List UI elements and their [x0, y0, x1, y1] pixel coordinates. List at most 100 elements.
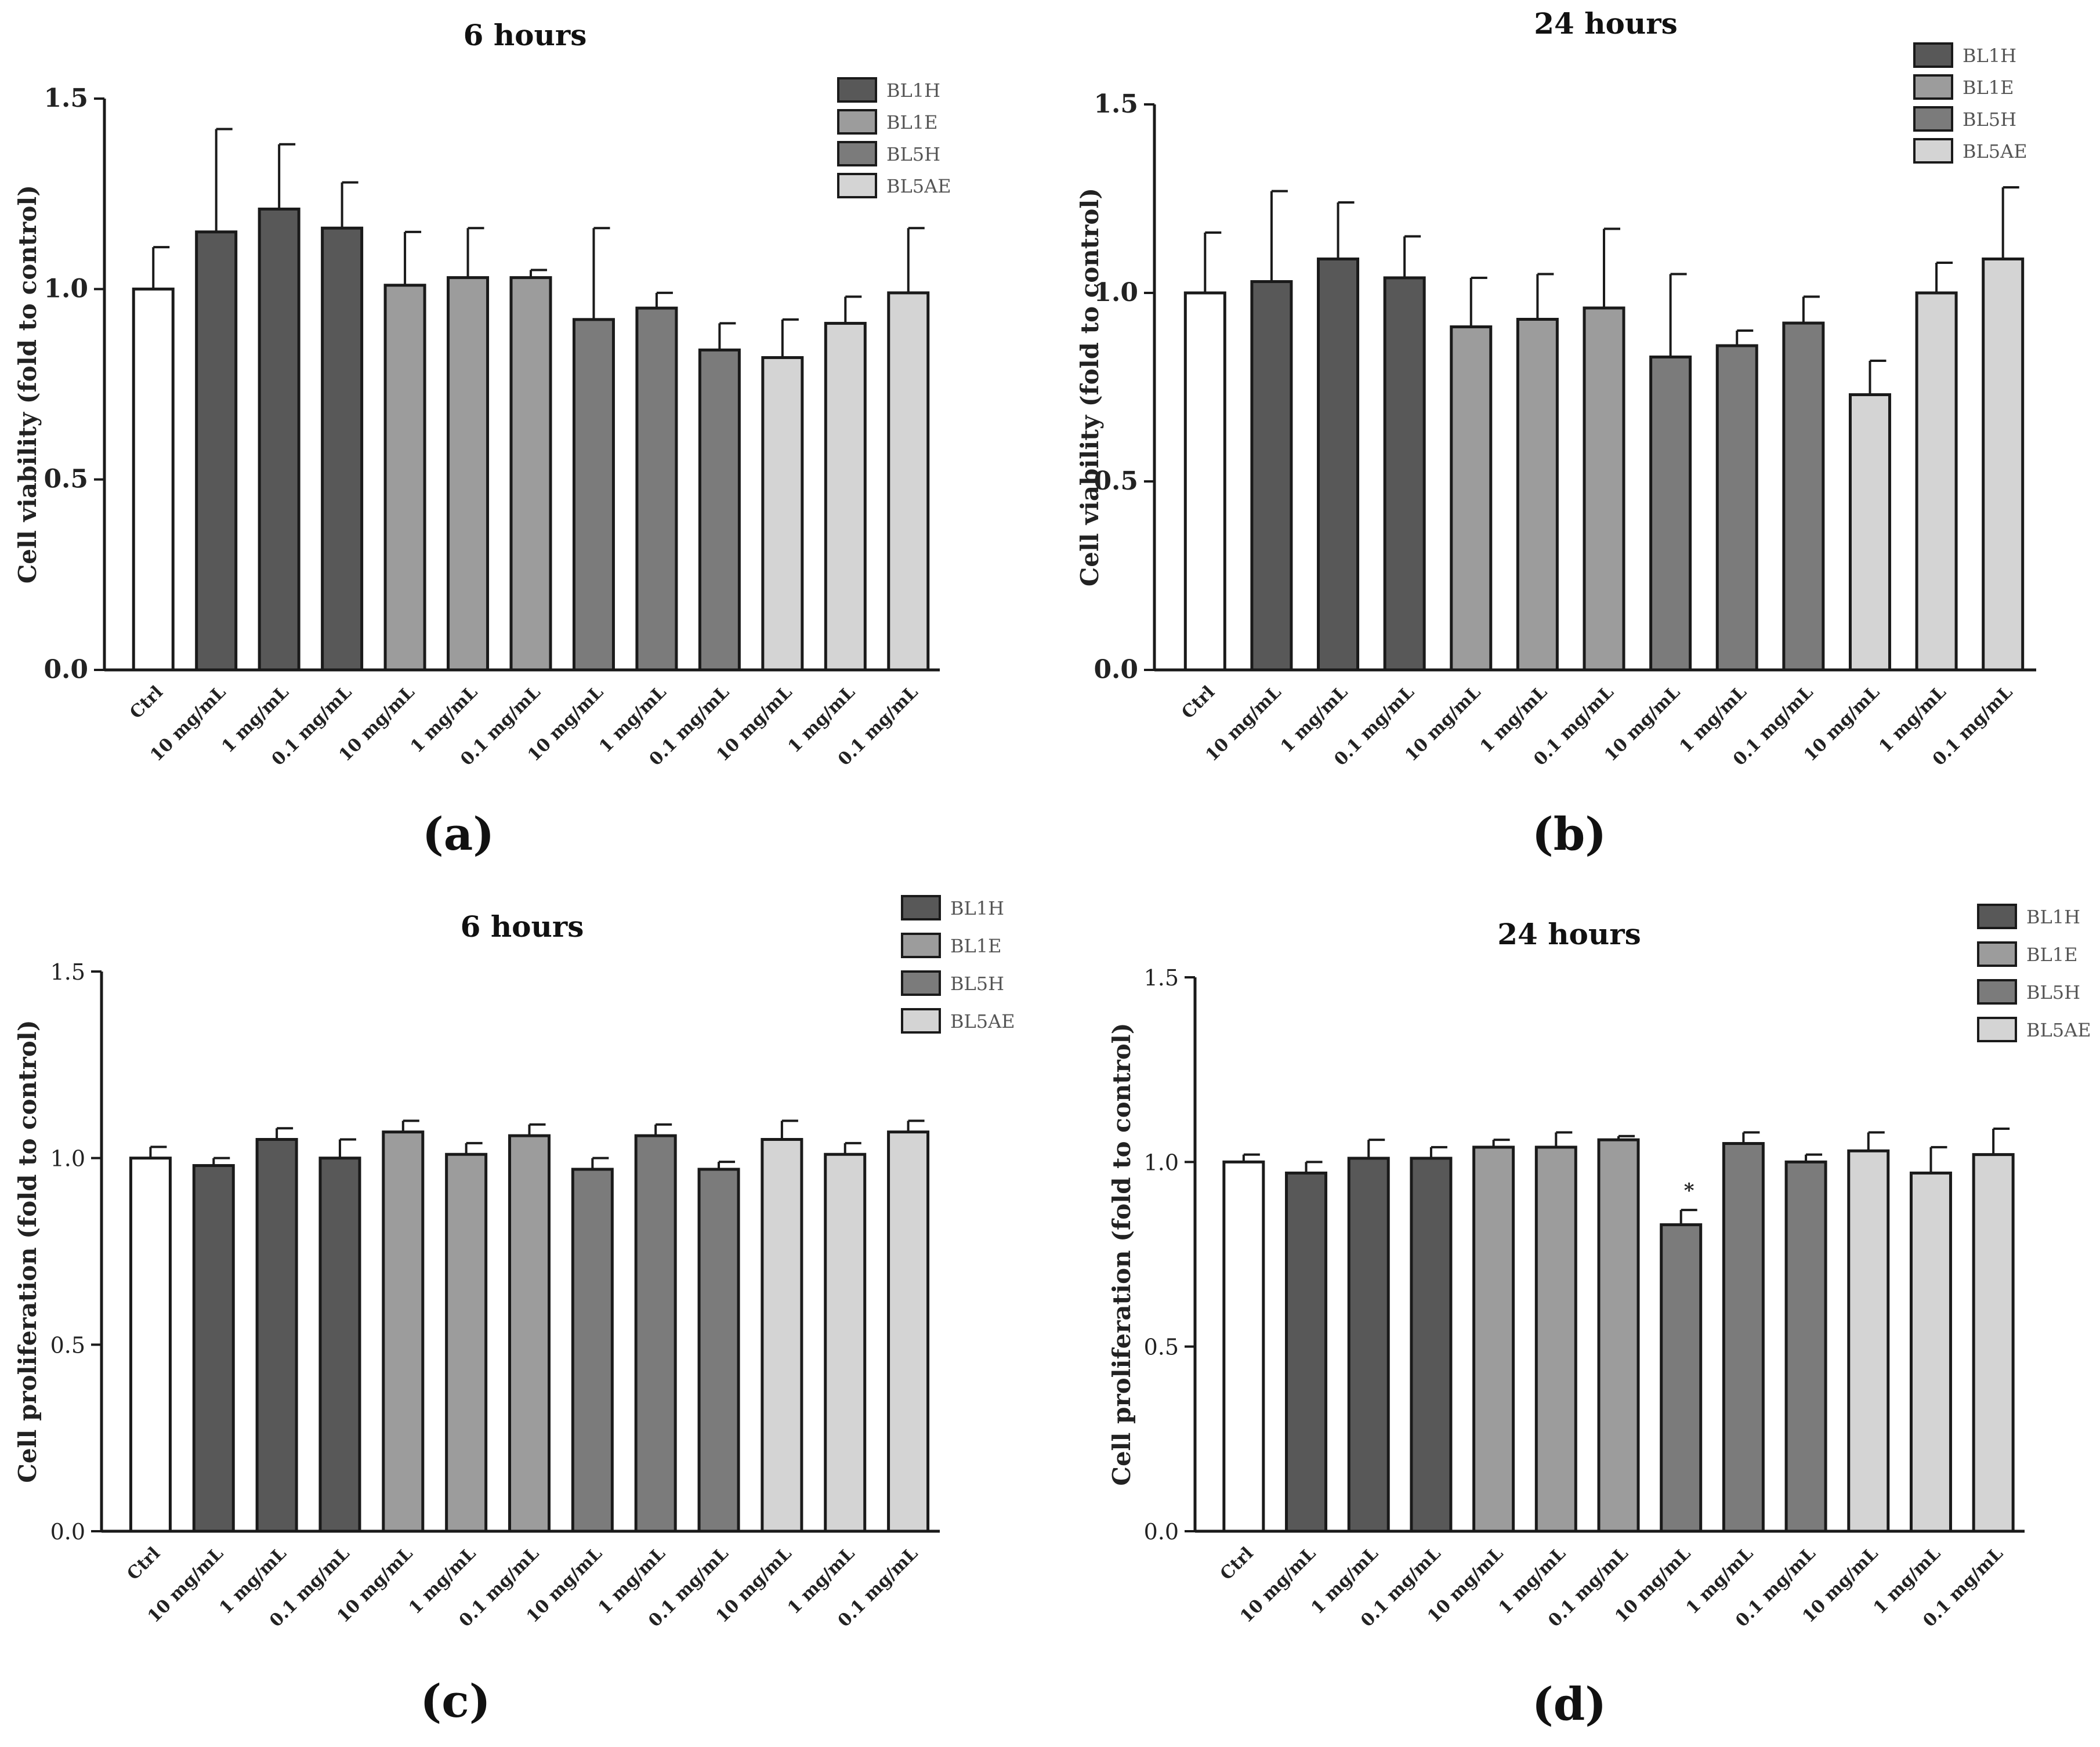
y-tick-label: 0.0 — [44, 655, 88, 684]
x-tick-label: Ctrl — [1216, 1543, 1258, 1585]
bar-9 — [1784, 1160, 1827, 1533]
legend-label: BL1H — [2026, 906, 2080, 928]
legend-label: BL5H — [1963, 108, 2016, 131]
bar-5 — [447, 276, 490, 672]
bar-11 — [1909, 1171, 1952, 1533]
bar-8 — [1715, 344, 1758, 672]
bar-5 — [1516, 318, 1559, 672]
y-tick-label: 1.0 — [1144, 1150, 1179, 1175]
legend-swatch-bl1e — [837, 109, 877, 135]
legend-label: BL1E — [1963, 77, 2014, 99]
bar-0 — [1222, 1160, 1265, 1533]
bar-10 — [761, 356, 804, 672]
bar-4 — [1450, 325, 1493, 672]
bar-10 — [761, 1138, 803, 1533]
bar-11 — [1915, 291, 1958, 672]
y-tick-label: 0.0 — [50, 1519, 85, 1545]
bar-4 — [1472, 1146, 1515, 1533]
bar-10 — [1848, 393, 1891, 672]
bar-9 — [1782, 321, 1825, 672]
bar-8 — [1722, 1142, 1765, 1533]
y-tick-label: 1.5 — [44, 84, 88, 113]
bar-9 — [697, 1168, 740, 1533]
bar-3 — [318, 1157, 361, 1533]
y-tick-label: 0.5 — [44, 465, 88, 494]
bar-6 — [508, 1134, 551, 1533]
bar-3 — [321, 226, 364, 672]
bar-0 — [132, 287, 175, 672]
bar-7 — [1649, 356, 1692, 672]
bar-4 — [383, 284, 426, 672]
legend-label: BL1H — [1963, 45, 2016, 67]
legend-label: BL1E — [2026, 944, 2077, 966]
panel-label: (c) — [420, 1675, 490, 1728]
bar-12 — [887, 1130, 930, 1533]
bar-10 — [1847, 1149, 1890, 1533]
y-tick-label: 1.0 — [44, 274, 88, 303]
y-axis-label: Cell proliferation (fold to control) — [13, 1020, 42, 1483]
y-tick-label: 0.5 — [50, 1332, 85, 1358]
y-tick-label: 1.5 — [1094, 89, 1138, 119]
chart-title: 6 hours — [461, 909, 584, 944]
chart-panel-a: 6 hours 0.0 0.5 1.0 1.5 Cell viability (fold … — [13, 18, 951, 861]
bar-2 — [1347, 1157, 1390, 1533]
legend-label: BL5AE — [950, 1010, 1015, 1032]
legend-swatch-bl5ae — [1977, 1017, 2017, 1042]
legend-swatch-bl1e — [1913, 74, 1953, 100]
legend: BL1H BL1E BL5H BL5AE — [1913, 42, 2027, 164]
chart-title: 6 hours — [464, 18, 587, 52]
legend: BL1H BL1E BL5H BL5AE — [1977, 904, 2091, 1042]
legend-label: BL1H — [950, 897, 1004, 919]
legend-swatch-bl1e — [901, 933, 941, 958]
bar-1 — [1250, 280, 1293, 672]
bar-11 — [824, 1152, 867, 1533]
bar-7 — [571, 1168, 614, 1533]
legend-label: BL1E — [950, 935, 1001, 957]
legend-label: BL5AE — [2026, 1019, 2091, 1041]
legend-swatch-bl1h — [837, 77, 877, 103]
legend-label: BL1E — [886, 111, 937, 133]
legend-swatch-bl1h — [1913, 42, 1953, 68]
bar-6 — [509, 276, 552, 672]
legend-label: BL5H — [950, 973, 1004, 995]
bar-2 — [1317, 258, 1360, 672]
y-tick-label: 1.0 — [50, 1146, 85, 1172]
legend-swatch-bl1e — [1977, 941, 2017, 967]
bar-4 — [382, 1130, 425, 1533]
y-tick-label: 0.0 — [1144, 1519, 1179, 1545]
legend-swatch-bl5h — [837, 141, 877, 166]
legend-label: BL5H — [2026, 981, 2080, 1003]
y-axis-label: Cell viability (fold to control) — [1076, 188, 1104, 586]
bar-7 — [572, 318, 615, 672]
chart-panel-b: 24 hours 0.0 0.5 1.0 1.5 Cell viability (fold… — [1076, 6, 2036, 861]
x-tick-label: Ctrl — [123, 1543, 164, 1585]
bar-1 — [195, 230, 238, 672]
legend-swatch-bl1h — [1977, 904, 2017, 929]
legend: BL1H BL1E BL5H BL5AE — [837, 77, 951, 198]
bar-8 — [635, 306, 678, 672]
panel-label: (d) — [1532, 1678, 1606, 1731]
bar-5 — [1534, 1146, 1577, 1533]
legend-swatch-bl5ae — [837, 173, 877, 198]
chart-panel-c: 6 hours 0.0 0.5 1.0 1.5 Cell proliferation (f… — [13, 895, 1015, 1728]
y-tick-label: 1.5 — [50, 959, 85, 985]
legend-label: BL5AE — [1963, 140, 2027, 162]
bar-3 — [1383, 276, 1426, 672]
bar-7 — [1660, 1223, 1703, 1533]
bar-6 — [1583, 306, 1625, 672]
legend-swatch-bl5h — [1913, 106, 1953, 132]
chart-panel-d: 24 hours 0.0 0.5 1.0 1.5 Cell proliferation (… — [1107, 904, 2091, 1731]
bar-12 — [1982, 258, 2025, 672]
y-tick-label: 0.0 — [1094, 655, 1138, 684]
bar-1 — [1285, 1171, 1328, 1533]
bar-12 — [1972, 1153, 2015, 1533]
legend-swatch-bl5h — [901, 970, 941, 996]
bar-9 — [698, 348, 741, 672]
y-axis-label: Cell viability (fold to control) — [13, 185, 42, 583]
bar-3 — [1410, 1157, 1453, 1533]
bar-0 — [1183, 291, 1226, 672]
chart-title: 24 hours — [1497, 917, 1641, 951]
x-tick-label: Ctrl — [1178, 682, 1219, 723]
bar-2 — [258, 207, 300, 672]
